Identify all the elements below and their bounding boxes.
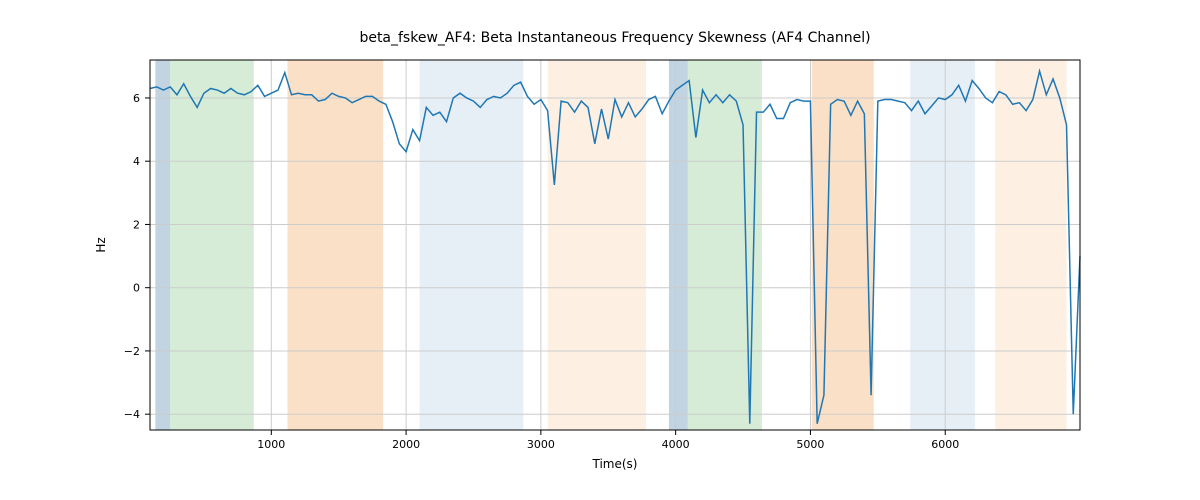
band xyxy=(420,60,524,430)
chart-container: beta_fskew_AF4: Beta Instantaneous Frequ… xyxy=(0,0,1200,500)
x-tick-labels: 1000 2000 3000 4000 5000 6000 xyxy=(257,430,959,451)
y-tick-label: 6 xyxy=(133,92,140,105)
y-tick-label: 4 xyxy=(133,155,140,168)
x-tick-label: 1000 xyxy=(257,438,285,451)
band xyxy=(910,60,975,430)
x-tick-label: 5000 xyxy=(796,438,824,451)
x-tick-label: 6000 xyxy=(931,438,959,451)
band xyxy=(155,60,170,430)
band xyxy=(287,60,383,430)
x-tick-label: 3000 xyxy=(527,438,555,451)
band xyxy=(995,60,1066,430)
shaded-bands xyxy=(155,60,1066,430)
chart-title: beta_fskew_AF4: Beta Instantaneous Frequ… xyxy=(359,30,870,46)
y-tick-label: −2 xyxy=(124,345,140,358)
band xyxy=(548,60,646,430)
plot-area xyxy=(150,60,1080,430)
band xyxy=(170,60,254,430)
chart-svg: beta_fskew_AF4: Beta Instantaneous Frequ… xyxy=(0,0,1200,500)
y-tick-label: 0 xyxy=(133,282,140,295)
y-tick-label: 2 xyxy=(133,218,140,231)
x-tick-label: 2000 xyxy=(392,438,420,451)
x-axis-label: Time(s) xyxy=(592,457,638,471)
x-tick-label: 4000 xyxy=(662,438,690,451)
y-tick-labels: −4 −2 0 2 4 6 xyxy=(124,92,150,421)
y-axis-label: Hz xyxy=(94,237,108,252)
band xyxy=(669,60,688,430)
y-tick-label: −4 xyxy=(124,408,140,421)
